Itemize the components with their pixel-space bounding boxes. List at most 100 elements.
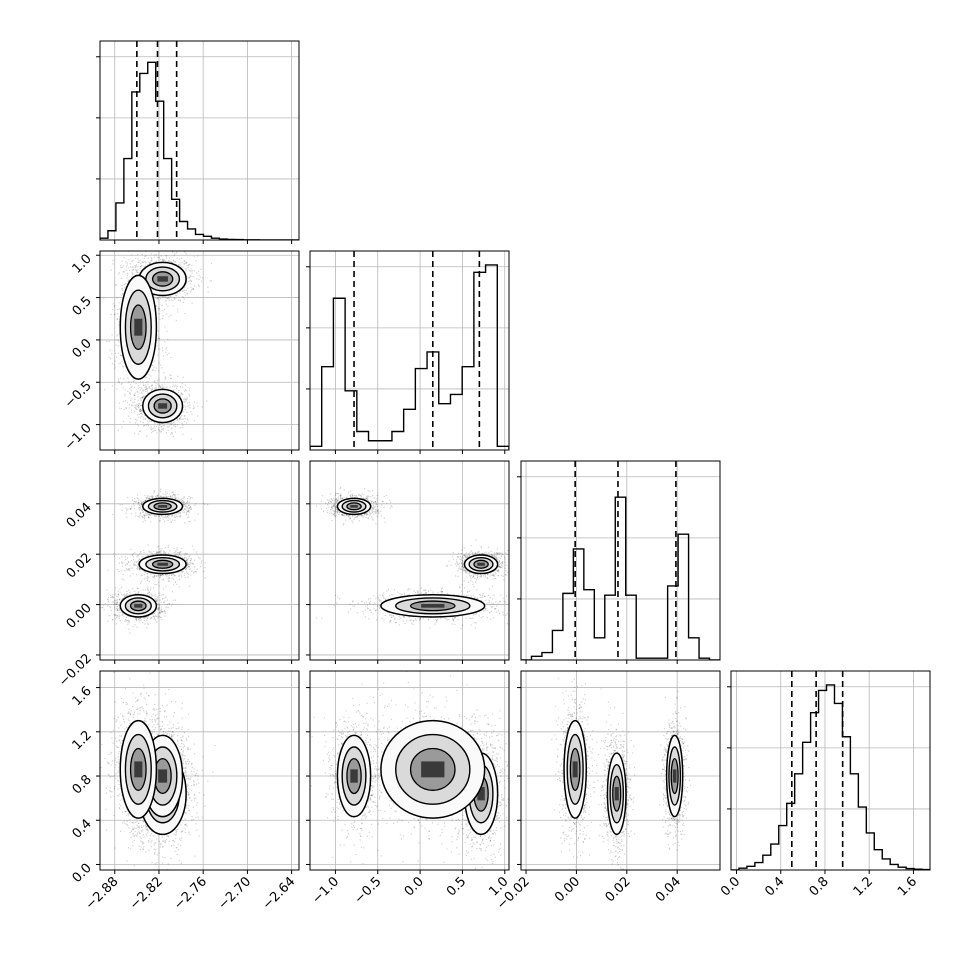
sample-point — [155, 615, 157, 617]
sample-point — [141, 264, 143, 266]
sample-point — [186, 563, 188, 566]
sample-point — [118, 605, 120, 607]
sample-point — [188, 504, 190, 506]
sample-point — [157, 607, 159, 609]
sample-point — [138, 558, 140, 560]
sample-point — [147, 554, 149, 557]
sample-point — [181, 414, 183, 417]
sample-point — [169, 261, 171, 263]
sample-point — [121, 284, 123, 287]
sample-point — [175, 294, 178, 297]
sample-point — [146, 417, 148, 419]
sample-point — [152, 615, 154, 617]
sample-point — [186, 293, 188, 295]
sample-point — [163, 496, 165, 498]
sample-point — [116, 318, 118, 320]
sample-point — [177, 299, 180, 301]
sample-point — [124, 228, 125, 229]
sample-point — [145, 388, 147, 390]
sample-point — [173, 385, 176, 387]
sample-point — [114, 305, 116, 307]
sample-point — [190, 270, 192, 272]
sample-point — [194, 519, 196, 521]
sample-point — [141, 503, 143, 506]
sample-point — [128, 269, 130, 272]
sample-point — [185, 268, 187, 270]
sample-point — [142, 509, 144, 511]
sample-point — [185, 571, 188, 573]
sample-point — [118, 302, 120, 304]
sample-point — [137, 593, 139, 595]
sample-point — [140, 505, 142, 507]
sample-point — [125, 507, 127, 509]
gridlines — [100, 461, 299, 660]
sample-point — [182, 433, 184, 435]
sample-point — [131, 409, 133, 411]
sample-point — [182, 511, 184, 513]
sample-point — [131, 276, 133, 278]
sample-point — [166, 354, 169, 356]
sample-point — [174, 575, 176, 577]
sample-point — [153, 425, 155, 428]
sample-point — [137, 559, 140, 562]
sample-point — [183, 262, 185, 265]
sample-point — [178, 552, 181, 554]
sample-point — [115, 599, 117, 601]
sample-point — [178, 552, 180, 554]
sample-point — [153, 261, 155, 263]
sample-point — [155, 495, 157, 497]
sample-point — [160, 430, 162, 432]
sample-point — [184, 415, 186, 417]
sample-point — [188, 389, 190, 392]
sample-point — [177, 516, 179, 518]
sample-point — [160, 431, 162, 433]
sample-point — [148, 425, 150, 427]
sample-point — [192, 408, 194, 410]
sample-point — [149, 497, 151, 500]
sample-point — [204, 562, 206, 564]
sample-point — [153, 380, 156, 382]
sample-point — [148, 513, 150, 516]
sample-point — [188, 504, 190, 507]
sample-point — [178, 586, 180, 588]
sample-point — [135, 500, 137, 502]
sample-point — [145, 616, 147, 618]
sample-point — [183, 421, 186, 423]
sample-point — [119, 588, 121, 590]
sample-point — [118, 321, 120, 323]
sample-point — [152, 364, 154, 366]
sample-point — [171, 427, 173, 429]
sample-point — [115, 603, 118, 605]
sample-point — [113, 553, 115, 555]
sample-point — [181, 572, 183, 574]
sample-point — [144, 499, 147, 501]
sample-point — [122, 293, 124, 295]
sample-point — [190, 559, 192, 562]
sample-point — [128, 620, 130, 622]
sample-point — [161, 422, 163, 425]
sample-point — [167, 260, 169, 263]
sample-point — [150, 573, 152, 575]
sample-point — [139, 408, 141, 411]
sample-point — [146, 579, 148, 581]
sample-point — [132, 273, 134, 275]
sample-point — [131, 506, 133, 508]
sample-point — [161, 606, 163, 608]
sample-point — [157, 551, 159, 553]
sample-point — [166, 606, 168, 608]
sample-point — [113, 604, 115, 606]
sample-point — [140, 618, 142, 620]
sample-point — [200, 268, 202, 270]
sample-point — [144, 514, 146, 517]
sample-point — [145, 577, 147, 579]
sample-point — [157, 608, 159, 610]
sample-point — [187, 510, 189, 512]
sample-point — [184, 384, 186, 386]
sample-point — [172, 519, 174, 521]
sample-point — [135, 408, 137, 410]
sample-point — [140, 415, 143, 418]
sample-point — [169, 374, 171, 376]
sample-point — [210, 279, 213, 282]
sample-point — [156, 575, 158, 577]
sample-point — [179, 386, 182, 388]
